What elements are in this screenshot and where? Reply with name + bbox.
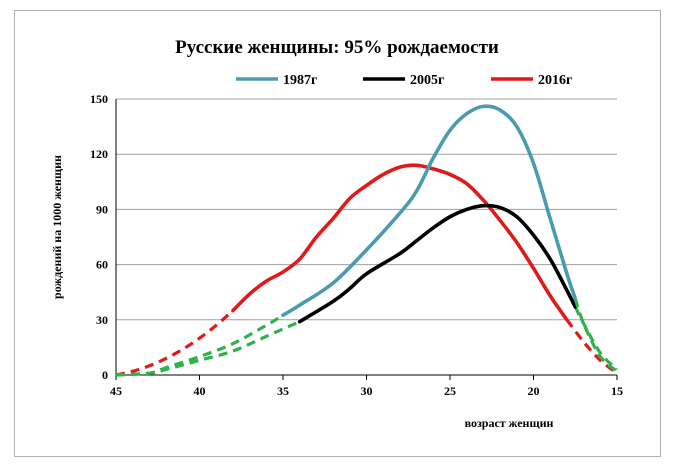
series-0-line: [281, 104, 578, 317]
y-tick-label: 60: [96, 258, 108, 272]
series-0-left-tail: [115, 313, 284, 377]
chart-title: Русские женщины: 95% рождаемости: [175, 37, 499, 58]
legend-label-0: 1987г: [283, 73, 317, 88]
legend-label-2: 2016г: [538, 73, 572, 88]
y-tick-label: 150: [90, 92, 108, 106]
series-2-left-tail: [115, 309, 234, 377]
y-tick-label: 30: [96, 313, 108, 327]
x-tick-label: 25: [444, 384, 456, 398]
y-tick-label: 0: [102, 368, 108, 382]
x-tick-label: 40: [194, 384, 206, 398]
x-tick-label: 30: [361, 384, 373, 398]
series-2-line: [231, 163, 569, 322]
x-tick-label: 20: [528, 384, 540, 398]
x-tick-label: 35: [277, 384, 289, 398]
y-axis-label: рождений на 1000 женщин: [50, 155, 64, 299]
legend-label-1: 2005г: [410, 73, 444, 88]
y-tick-label: 90: [96, 202, 108, 216]
x-axis-label: возраст женщин: [465, 416, 554, 430]
chart-frame: Русские женщины: 95% рождаемости 0 30 60 90 1…: [14, 10, 661, 457]
x-tick-label: 45: [110, 384, 122, 398]
x-tick-label: 15: [611, 384, 623, 398]
series-1-left-tail: [115, 320, 301, 377]
series-0-right-tail: [573, 298, 619, 373]
line-chart: Русские женщины: 95% рождаемости 0 30 60 90 1…: [50, 37, 623, 430]
series-1-line: [297, 203, 578, 324]
y-tick-label: 120: [90, 147, 108, 161]
